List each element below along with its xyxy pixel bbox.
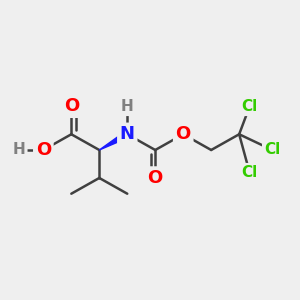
Text: Cl: Cl <box>242 165 258 180</box>
Text: Cl: Cl <box>264 142 280 158</box>
Polygon shape <box>99 131 129 150</box>
Text: O: O <box>148 169 163 187</box>
Text: N: N <box>120 125 135 143</box>
Text: H: H <box>121 99 134 114</box>
Text: Cl: Cl <box>242 99 258 114</box>
Text: H: H <box>13 142 25 158</box>
Text: O: O <box>176 125 191 143</box>
Text: O: O <box>64 97 79 115</box>
Text: O: O <box>36 141 51 159</box>
